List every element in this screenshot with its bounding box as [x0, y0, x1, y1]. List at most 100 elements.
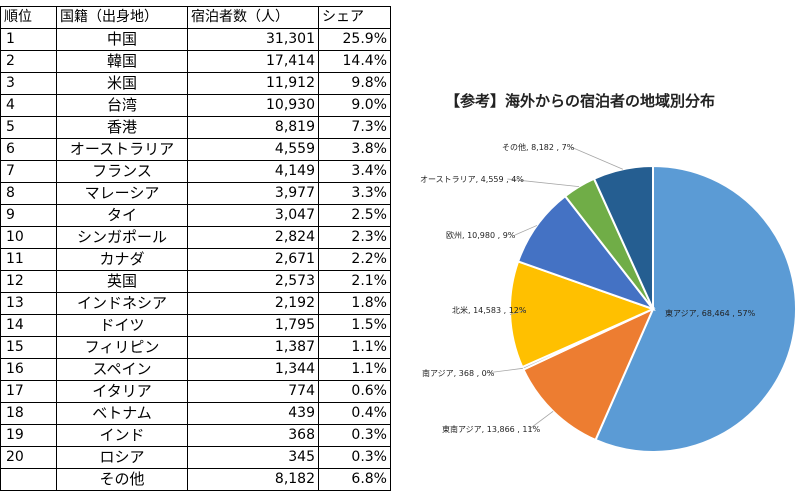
pie-data-label: 東アジア, 68,464 , 57%: [665, 308, 756, 318]
header-country: 国籍（出身地）: [56, 6, 188, 29]
pie-slices: [509, 164, 797, 453]
leader-line: [509, 309, 526, 316]
cell-guests: 10,930: [187, 94, 319, 117]
cell-guests: 8,819: [187, 116, 319, 139]
cell-rank: 2: [0, 50, 57, 73]
cell-guests: 2,671: [187, 248, 319, 271]
cell-country: インド: [56, 424, 188, 447]
pie-data-label: 南アジア, 368 , 0%: [422, 368, 495, 378]
cell-share: 1.1%: [318, 358, 391, 381]
cell-share: 9.0%: [318, 94, 391, 117]
cell-country: 香港: [56, 116, 188, 139]
cell-guests: 2,824: [187, 226, 319, 249]
cell-country: 米国: [56, 72, 188, 95]
cell-rank: [0, 468, 57, 491]
pie-slice: [592, 164, 654, 310]
cell-rank: 18: [0, 402, 57, 425]
header-guests: 宿泊者数（人）: [187, 6, 319, 29]
cell-rank: 6: [0, 138, 57, 161]
cell-rank: 9: [0, 204, 57, 227]
cell-share: 0.6%: [318, 380, 391, 403]
cell-rank: 15: [0, 336, 57, 359]
cell-guests: 3,047: [187, 204, 319, 227]
cell-rank: 17: [0, 380, 57, 403]
cell-share: 2.1%: [318, 270, 391, 293]
cell-guests: 439: [187, 402, 319, 425]
table-header-row: 順位 国籍（出身地） 宿泊者数（人） シェア: [0, 6, 391, 29]
table-body: 1 中国 31,301 25.9% 2 韓国 17,414 14.4% 3 米国 11,912 9.8…: [0, 28, 391, 491]
cell-share: 1.1%: [318, 336, 391, 359]
cell-guests: 31,301: [187, 28, 319, 51]
pie-slice: [594, 164, 797, 453]
pie-data-label: その他, 8,182 , 7%: [502, 142, 575, 152]
cell-country: フィリピン: [56, 336, 188, 359]
table-row: 20 ロシア 345 0.3%: [0, 446, 391, 469]
table-row: 11 カナダ 2,671 2.2%: [0, 248, 391, 271]
cell-share: 7.3%: [318, 116, 391, 139]
pie-chart: 【参考】海外からの宿泊者の地域別分布 東アジア, 68,464 , 57% 東南ア…: [420, 92, 797, 453]
cell-share: 1.5%: [318, 314, 391, 337]
cell-share: 3.8%: [318, 138, 391, 161]
table-row: 9 タイ 3,047 2.5%: [0, 204, 391, 227]
cell-country: タイ: [56, 204, 188, 227]
header-share: シェア: [318, 6, 391, 29]
cell-guests: 2,573: [187, 270, 319, 293]
table-row: 3 米国 11,912 9.8%: [0, 72, 391, 95]
table-row: 13 インドネシア 2,192 1.8%: [0, 292, 391, 315]
cell-share: 3.3%: [318, 182, 391, 205]
pie-data-label: 欧州, 10,980 , 9%: [446, 230, 516, 240]
table-row: 16 スペイン 1,344 1.1%: [0, 358, 391, 381]
cell-share: 0.4%: [318, 402, 391, 425]
leader-line: [486, 367, 523, 374]
cell-guests: 11,912: [187, 72, 319, 95]
cell-rank: 1: [0, 28, 57, 51]
cell-rank: 10: [0, 226, 57, 249]
cell-country: シンガポール: [56, 226, 188, 249]
cell-rank: 11: [0, 248, 57, 271]
table-row: 1 中国 31,301 25.9%: [0, 28, 391, 51]
cell-guests: 8,182: [187, 468, 319, 491]
cell-guests: 17,414: [187, 50, 319, 73]
cell-guests: 345: [187, 446, 319, 469]
cell-guests: 774: [187, 380, 319, 403]
cell-rank: 19: [0, 424, 57, 447]
table-row: 14 ドイツ 1,795 1.5%: [0, 314, 391, 337]
cell-country: その他: [56, 468, 188, 491]
cell-rank: 5: [0, 116, 57, 139]
cell-rank: 20: [0, 446, 57, 469]
cell-country: 中国: [56, 28, 188, 51]
cell-country: カナダ: [56, 248, 188, 271]
pie-slice: [522, 306, 655, 442]
pie-leader-lines: [486, 146, 624, 430]
table-row: 15 フィリピン 1,387 1.1%: [0, 336, 391, 359]
pie-data-label: 北米, 14,583 , 12%: [452, 305, 527, 315]
header-rank: 順位: [0, 6, 57, 29]
cell-country: インドネシア: [56, 292, 188, 315]
table-row: 8 マレーシア 3,977 3.3%: [0, 182, 391, 205]
cell-rank: 14: [0, 314, 57, 337]
cell-country: フランス: [56, 160, 188, 183]
table-row: 7 フランス 4,149 3.4%: [0, 160, 391, 183]
cell-guests: 368: [187, 424, 319, 447]
cell-country: スペイン: [56, 358, 188, 381]
table-row: 12 英国 2,573 2.1%: [0, 270, 391, 293]
cell-rank: 7: [0, 160, 57, 183]
cell-country: イタリア: [56, 380, 188, 403]
table-row: 10 シンガポール 2,824 2.3%: [0, 226, 391, 249]
cell-country: オーストラリア: [56, 138, 188, 161]
pie-slice: [516, 194, 656, 312]
table-row: 6 オーストラリア 4,559 3.8%: [0, 138, 391, 161]
table-row: その他 8,182 6.8%: [0, 468, 391, 491]
table-row: 2 韓国 17,414 14.4%: [0, 50, 391, 73]
chart-title: 【参考】海外からの宿泊者の地域別分布: [445, 92, 715, 110]
cell-share: 0.3%: [318, 446, 391, 469]
pie-data-label: オーストラリア, 4,559 , 4%: [420, 175, 524, 184]
cell-share: 2.5%: [318, 204, 391, 227]
cell-country: ベトナム: [56, 402, 188, 425]
pie-data-label: 東南アジア, 13,866 , 11%: [442, 424, 541, 434]
cell-country: 台湾: [56, 94, 188, 117]
table-row: 5 香港 8,819 7.3%: [0, 116, 391, 139]
cell-country: マレーシア: [56, 182, 188, 205]
cell-guests: 3,977: [187, 182, 319, 205]
ranking-table: 順位 国籍（出身地） 宿泊者数（人） シェア 1 中国 31,301 25.9% 2 韓国…: [0, 6, 391, 491]
